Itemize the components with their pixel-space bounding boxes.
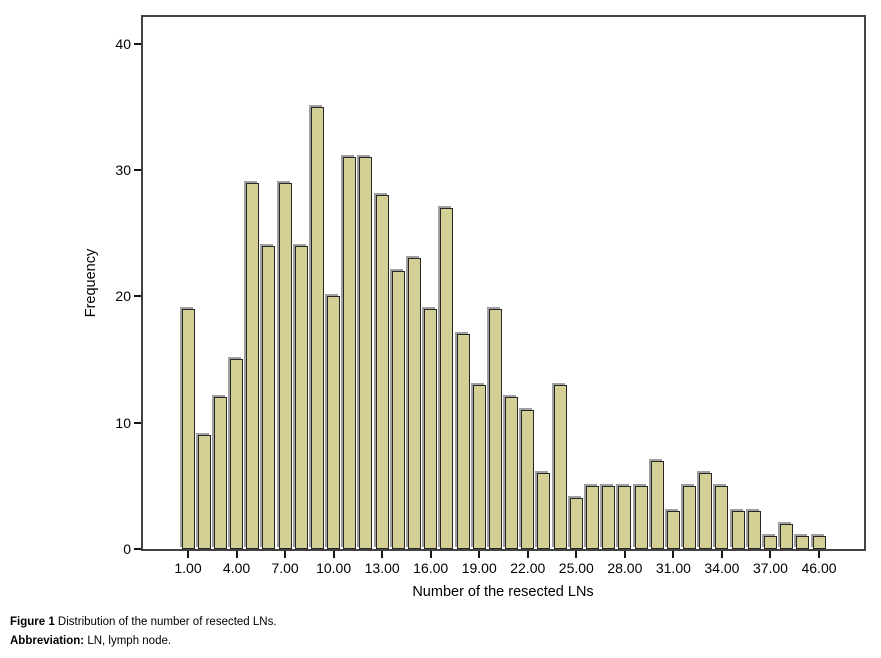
bar [488,308,502,549]
x-tick-mark [769,551,772,558]
y-tick-label: 30 [115,161,131,178]
x-tick-mark [235,551,238,558]
bar [213,397,227,549]
x-tick-label: 1.00 [174,560,202,576]
plot-area [141,15,866,551]
y-tick-label: 10 [115,414,131,431]
y-tick-label: 20 [115,288,131,305]
x-tick-label: 22.00 [510,560,546,576]
x-tick-mark [187,551,189,558]
caption-line-1: Figure 1 Distribution of the number of r… [10,616,277,628]
bar [618,485,632,549]
bar [230,359,244,549]
y-tick-label: 0 [123,541,131,557]
figure-caption: Figure 1 Distribution of the number of r… [10,613,277,650]
bar [731,511,745,549]
bar [715,485,729,549]
bar [763,536,777,549]
y-tick-mark [134,168,141,171]
bar [812,536,826,549]
y-tick-mark [134,548,141,550]
bar [650,460,664,549]
bar [505,397,519,549]
bar [683,485,697,549]
x-tick-mark [672,551,675,558]
bar [796,536,810,549]
bar [666,511,680,549]
y-tick-mark [134,295,141,298]
x-tick-mark [284,551,287,558]
bar [246,182,260,549]
bar [294,245,308,549]
bar [375,195,389,549]
bar [262,245,276,549]
bar [440,207,454,549]
bar [359,157,373,549]
bar [537,473,551,549]
bar [278,182,292,549]
bar [569,498,583,549]
bar [310,106,324,549]
bar [586,485,599,549]
x-tick-mark [332,551,335,558]
bar [327,296,341,549]
x-tick-label: 25.00 [558,560,594,576]
x-tick-label: 37.00 [752,560,788,576]
x-tick-mark [381,551,384,558]
caption-abbreviation-label: Abbreviation: [10,634,85,647]
bar [699,473,713,549]
bar [521,410,535,549]
bar [747,511,761,549]
bar [602,485,616,549]
x-tick-mark [720,551,723,558]
x-tick-mark [818,551,821,558]
bar [424,308,438,549]
caption-figure-label: Figure 1 [10,616,55,628]
x-tick-label: 19.00 [461,560,497,576]
x-tick-mark [478,551,481,558]
x-axis-title: Number of the resected LNs [412,584,594,600]
bar [181,308,195,549]
x-tick-mark [623,551,626,558]
bar [456,334,470,549]
x-tick-label: 4.00 [222,560,251,576]
bar [408,258,422,549]
bar [197,435,211,549]
y-tick-mark [134,42,141,45]
x-tick-label: 46.00 [801,560,837,576]
y-axis-title: Frequency [83,248,99,318]
bar [391,271,405,549]
bar [780,523,794,549]
x-tick-label: 34.00 [704,560,740,576]
y-tick-label: 40 [115,35,131,52]
x-tick-label: 16.00 [413,560,449,576]
bar [472,384,486,549]
x-tick-label: 13.00 [364,560,400,576]
x-tick-label: 28.00 [607,560,643,576]
x-tick-label: 7.00 [271,560,299,576]
caption-line-2: Abbreviation: LN, lymph node. [10,634,172,647]
bar [634,485,648,549]
x-tick-mark [575,551,578,558]
x-tick-label: 31.00 [655,560,691,576]
y-tick-mark [134,421,141,424]
chart: Frequency 0 10 20 30 40 1.00 4.00 7.00 10.00 13.… [83,15,866,600]
bar [553,384,567,549]
x-tick-mark [526,551,529,558]
bar [343,157,357,549]
x-tick-label: 10.00 [316,560,352,576]
x-tick-mark [429,551,432,558]
